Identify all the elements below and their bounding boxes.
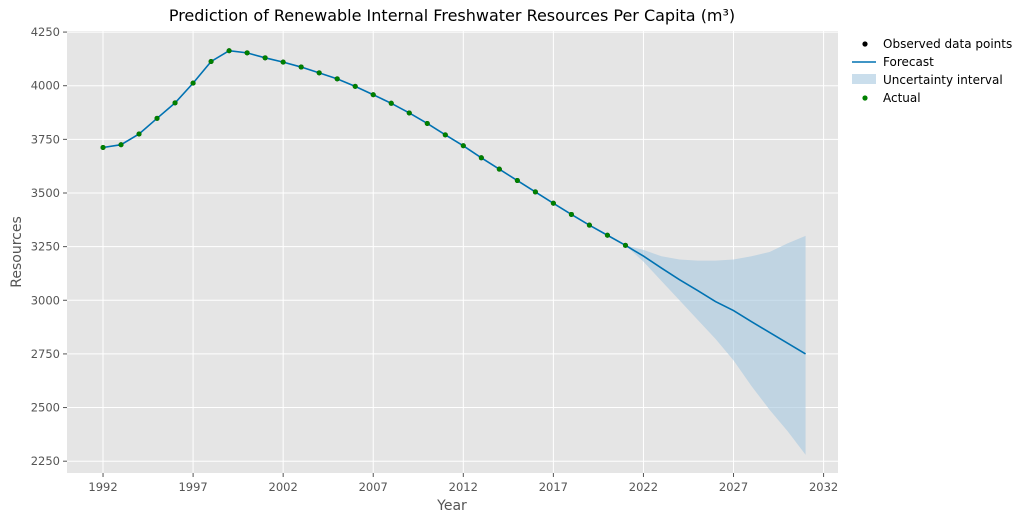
x-tick-label: 2027 (719, 480, 748, 494)
actual-point (460, 143, 466, 149)
actual-point (100, 145, 106, 151)
actual-point (352, 83, 358, 89)
legend-label-forecast: Forecast (883, 55, 934, 69)
actual-point (586, 222, 592, 228)
ticks: 1992 1997 2002 2007 2012 2017 2022 2027 2032 2250… (31, 25, 839, 494)
actual-point (280, 59, 286, 65)
y-axis-label: Resources (9, 216, 25, 288)
actual-point (316, 70, 322, 76)
legend-label-uncertainty: Uncertainty interval (883, 73, 1003, 87)
y-tick-label: 4250 (31, 25, 60, 39)
actual-point (190, 80, 196, 86)
plot-area (67, 31, 838, 473)
y-tick-label: 3000 (31, 293, 60, 307)
uncertainty-area (625, 235, 806, 455)
actual-point (334, 76, 340, 82)
y-tick-label: 2750 (31, 347, 60, 361)
forecast-line-group (102, 49, 806, 355)
chart-title: Prediction of Renewable Internal Freshwa… (169, 6, 735, 25)
y-tick-label: 2250 (31, 454, 60, 468)
actual-point (550, 200, 556, 206)
x-tick-label: 2002 (269, 480, 298, 494)
legend: Observed data points Forecast Uncertaint… (852, 37, 1012, 105)
legend-label-actual: Actual (883, 91, 921, 105)
y-tick-label: 3750 (31, 132, 60, 146)
x-axis-label: Year (436, 498, 467, 514)
actual-point (118, 142, 124, 148)
legend-marker-observed (862, 41, 868, 47)
x-tick-label: 2022 (629, 480, 658, 494)
actual-point (370, 92, 376, 98)
x-tick-label: 2017 (539, 480, 568, 494)
y-tick-label: 3250 (31, 240, 60, 254)
actual-point (532, 189, 538, 195)
x-tick-label: 2012 (449, 480, 478, 494)
legend-label-observed: Observed data points (883, 37, 1012, 51)
x-tick-label: 1992 (88, 480, 117, 494)
actual-point (298, 64, 304, 70)
x-tick-label: 2007 (359, 480, 388, 494)
actual-point (478, 155, 484, 161)
actual-point (496, 166, 502, 172)
uncertainty-interval (625, 235, 806, 455)
actual-point (424, 120, 430, 126)
y-tick-label: 3500 (31, 186, 60, 200)
actual-point (388, 100, 394, 106)
actual-point (208, 58, 214, 64)
actual-point (568, 211, 574, 217)
actual-point (244, 50, 250, 56)
y-tick-label: 2500 (31, 401, 60, 415)
x-tick-label: 2032 (809, 480, 838, 494)
actual-point (604, 232, 610, 238)
points (100, 48, 628, 248)
actual-point (136, 131, 142, 137)
actual-point (262, 55, 268, 61)
legend-marker-uncertainty (852, 74, 876, 84)
forecast-line (102, 49, 806, 355)
actual-point (442, 132, 448, 138)
actual-point (154, 115, 160, 121)
actual-point (622, 242, 628, 248)
actual-point (226, 48, 232, 54)
y-tick-label: 4000 (31, 79, 60, 93)
legend-marker-actual (862, 95, 868, 101)
x-tick-label: 1997 (178, 480, 207, 494)
actual-point (172, 100, 178, 106)
actual-point (406, 110, 412, 116)
actual-point (514, 178, 520, 184)
